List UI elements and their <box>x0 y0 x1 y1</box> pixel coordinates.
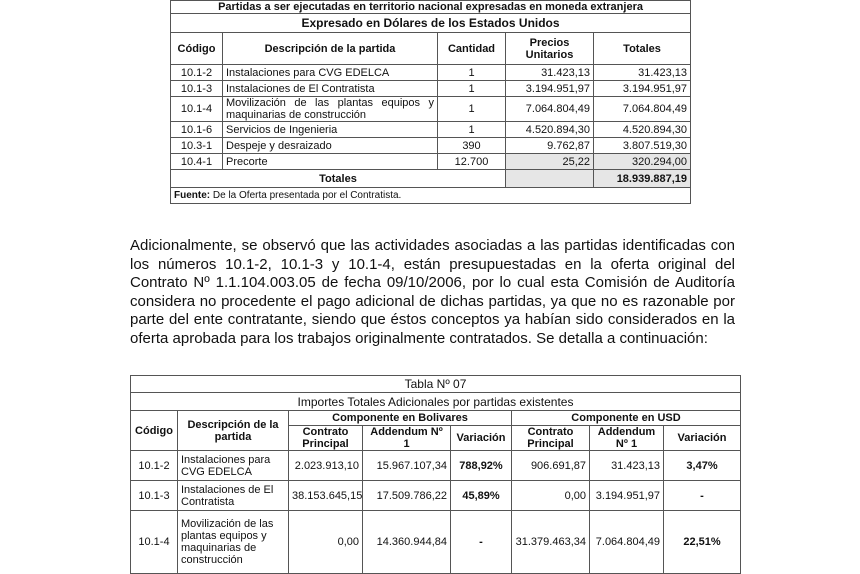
usd_contrato-cell: 31.379.463,34 <box>511 510 590 574</box>
cantidad-cell: 1 <box>437 64 506 81</box>
body-paragraph: Adicionalmente, se observó que las activ… <box>130 237 735 347</box>
descripcion-cell: Despeje y desraizado <box>222 137 438 154</box>
header-usd-variacion: Variación <box>662 425 742 451</box>
totals-blank <box>505 169 594 188</box>
total-cell: 320.294,00 <box>592 153 692 170</box>
source-label: Fuente: <box>174 189 211 201</box>
codigo-cell: 10.1-6 <box>170 121 223 138</box>
bs_addendum-cell: 14.360.944,84 <box>362 510 451 574</box>
total-cell: 4.520.894,30 <box>592 121 692 138</box>
codigo-cell: 10.3-1 <box>170 137 223 154</box>
table-title: Partidas a ser ejecutadas en territorio … <box>169 0 692 14</box>
table-row: 10.1-2 Instalaciones para CVG EDELCA 1 31.4… <box>170 64 692 81</box>
precio-cell: 7.064.804,49 <box>505 96 594 122</box>
bs_contrato-cell: 2.023.913,10 <box>288 450 363 481</box>
source-note: Fuente: De la Oferta presentada por el C… <box>169 187 692 204</box>
header-totales: Totales <box>592 32 692 65</box>
usd_addendum-cell: 31.423,13 <box>589 450 664 481</box>
codigo-cell: 10.1-2 <box>130 450 178 481</box>
table-row: 10.4-1 Precorte 12.700 25,22 320.294,00 <box>170 153 692 170</box>
totals-value: 18.939.887,19 <box>592 169 692 188</box>
bs_variacion-cell: 45,89% <box>450 480 512 511</box>
codigo-cell: 10.1-3 <box>130 480 178 511</box>
descripcion-cell: Precorte <box>222 153 438 170</box>
descripcion-cell: Instalaciones para CVG EDELCA <box>222 64 438 81</box>
table-title: Tabla Nº 07 <box>129 375 742 393</box>
header-usd-addendum: Addendum Nº 1 <box>589 425 664 451</box>
usd_addendum-cell: 3.194.951,97 <box>589 480 664 511</box>
header-bs-contrato: Contrato Principal <box>288 425 363 451</box>
source-text: De la Oferta presentada por el Contratis… <box>210 189 402 201</box>
header-codigo: Código <box>130 410 178 451</box>
header-precios: Precios Unitarios <box>505 32 594 65</box>
descripcion-cell: Instalaciones para CVG EDELCA <box>177 450 289 481</box>
bs_contrato-cell: 0,00 <box>288 510 363 574</box>
codigo-cell: 10.1-2 <box>170 64 223 81</box>
descripcion-cell: Instalaciones de El Contratista <box>222 80 438 97</box>
total-cell: 3.194.951,97 <box>592 80 692 97</box>
usd_addendum-cell: 7.064.804,49 <box>589 510 664 574</box>
header-bs-addendum: Addendum Nº 1 <box>362 425 451 451</box>
precio-cell: 31.423,13 <box>505 64 594 81</box>
total-cell: 7.064.804,49 <box>592 96 692 122</box>
bs_variacion-cell: 788,92% <box>450 450 512 481</box>
table-subtitle: Expresado en Dólares de los Estados Unid… <box>169 13 692 33</box>
header-descripcion: Descripción de la partida <box>177 410 289 451</box>
usd_contrato-cell: 0,00 <box>511 480 590 511</box>
codigo-cell: 10.1-4 <box>170 96 223 122</box>
total-cell: 3.807.519,30 <box>592 137 692 154</box>
descripcion-cell: Servicios de Ingenieria <box>222 121 438 138</box>
cantidad-cell: 1 <box>437 80 506 97</box>
descripcion-cell: Movilización de las plantas equipos y ma… <box>177 510 289 574</box>
table-row: 10.3-1 Despeje y desraizado 390 9.762,87 3.8… <box>170 137 692 154</box>
table-row: 10.1-4 Movilización de las plantas equipo… <box>170 96 692 122</box>
codigo-cell: 10.1-3 <box>170 80 223 97</box>
precio-cell: 3.194.951,97 <box>505 80 594 97</box>
precio-cell: 4.520.894,30 <box>505 121 594 138</box>
bs_addendum-cell: 17.509.786,22 <box>362 480 451 511</box>
totals-label: Totales <box>170 169 506 188</box>
codigo-cell: 10.4-1 <box>170 153 223 170</box>
table-subtitle: Importes Totales Adicionales por partida… <box>129 392 742 411</box>
table-row: 10.1-4 Movilización de las plantas equipo… <box>130 510 742 574</box>
table-row: 10.1-3 Instalaciones de El Contratista 38.… <box>130 480 742 511</box>
precio-cell: 9.762,87 <box>505 137 594 154</box>
header-descripcion: Descripción de la partida <box>222 32 438 65</box>
usd_variacion-cell: - <box>662 480 742 511</box>
header-bolivares: Componente en Bolivares <box>288 410 512 426</box>
codigo-cell: 10.1-4 <box>130 510 178 574</box>
partidas-table: Partidas a ser ejecutadas en territorio … <box>169 0 692 204</box>
precio-cell: 25,22 <box>505 153 594 170</box>
total-cell: 31.423,13 <box>592 64 692 81</box>
bs_contrato-cell: 38.153.645,15 <box>288 480 363 511</box>
tabla-07: Tabla Nº 07 Importes Totales Adicionales… <box>129 375 742 574</box>
descripcion-cell: Instalaciones de El Contratista <box>177 480 289 511</box>
table-row: 10.1-2 Instalaciones para CVG EDELCA 2.023… <box>130 450 742 481</box>
header-usd-contrato: Contrato Principal <box>511 425 590 451</box>
table-row: 10.1-3 Instalaciones de El Contratista 1 3.… <box>170 80 692 97</box>
cantidad-cell: 12.700 <box>437 153 506 170</box>
cantidad-cell: 1 <box>437 121 506 138</box>
bs_addendum-cell: 15.967.107,34 <box>362 450 451 481</box>
usd_variacion-cell: 22,51% <box>662 510 742 574</box>
header-usd: Componente en USD <box>510 410 742 426</box>
cantidad-cell: 390 <box>437 137 506 154</box>
cantidad-cell: 1 <box>437 96 506 122</box>
descripcion-cell: Movilización de las plantas equipos y ma… <box>222 96 438 122</box>
usd_variacion-cell: 3,47% <box>662 450 742 481</box>
usd_contrato-cell: 906.691,87 <box>511 450 590 481</box>
header-cantidad: Cantidad <box>437 32 506 65</box>
table-row: 10.1-6 Servicios de Ingenieria 1 4.520.894,… <box>170 121 692 138</box>
header-bs-variacion: Variación <box>450 425 512 451</box>
header-codigo: Código <box>170 32 223 65</box>
bs_variacion-cell: - <box>450 510 512 574</box>
